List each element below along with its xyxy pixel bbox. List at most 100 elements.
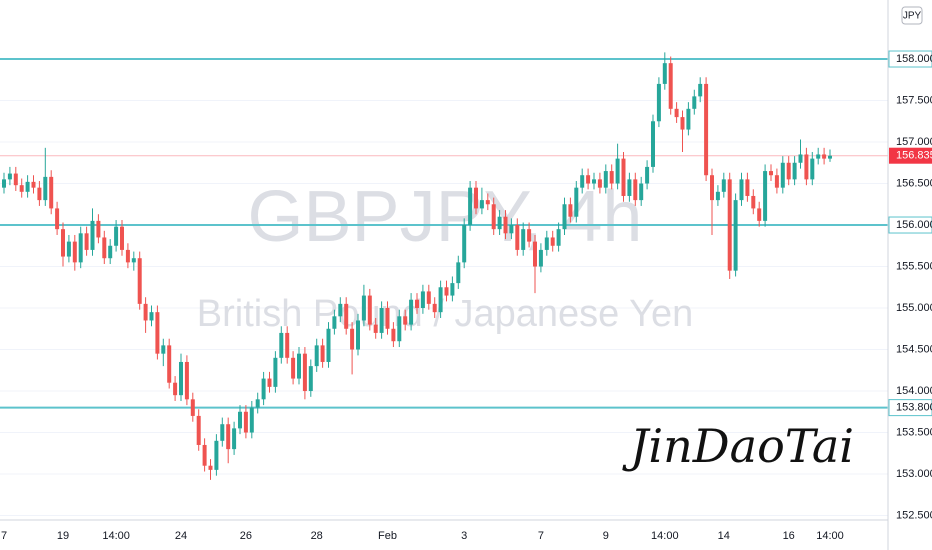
candle-body [25,181,30,192]
candle-body [474,187,478,209]
candle-body [426,291,431,304]
candle-body [161,345,166,354]
candle-body [668,63,673,109]
candle-body [167,345,172,383]
candle-body [314,345,319,367]
level-label: 153.800 [896,402,932,414]
candle-body [574,187,579,217]
currency-badge[interactable] [901,6,923,25]
candle-body [409,299,414,325]
candle-body [403,316,408,325]
candle-body [485,200,490,205]
candle-body [2,179,6,188]
candle-body [627,179,632,196]
candle-body [763,171,768,221]
candle-body [308,366,313,392]
candle-body [491,204,496,230]
candle-body [356,320,360,350]
candle-body [37,187,42,201]
candle-body [786,162,791,180]
candle-body [438,287,443,313]
candle-body [125,249,130,263]
candle-body [291,357,296,379]
level-label: 156.000 [896,219,932,231]
x-tick-label: 16 [783,530,795,542]
candle-body [184,361,189,400]
x-tick-label: 14:00 [816,530,844,542]
candle-body [391,328,396,342]
candle-body [55,208,60,230]
candle-body [397,316,402,342]
x-tick-label: 14:00 [102,530,130,542]
candle-body [603,171,608,188]
candle-body [415,299,419,309]
candle-body [444,287,449,296]
candle-body [721,179,726,192]
candle-body [828,155,832,159]
candle-body [710,175,714,201]
candle-body [774,175,779,188]
candle-body [733,200,738,271]
candle-body [456,262,461,284]
candle-body [792,162,797,180]
candle-body [503,216,508,234]
candle-body [586,175,591,184]
candle-body [698,83,703,97]
signature: JinDaoTai [622,419,854,473]
candle-body [155,312,160,354]
candle-body [533,241,537,267]
candle-body [715,191,720,201]
candle-body [143,303,148,321]
candle-body [798,154,803,163]
x-tick-label: 24 [175,530,187,542]
candle-body [651,121,655,167]
x-tick-label: 9 [603,530,609,542]
candle-body [13,173,18,186]
candle-body [468,187,473,226]
candle-body [49,176,54,209]
candle-body [255,399,260,408]
candle-body [350,328,355,350]
level-label-box [888,399,932,417]
y-tick-label: 154.500 [896,343,932,355]
candle-body [727,179,732,271]
level-label-box [888,50,932,68]
watermark-subtitle: British Pound / Japanese Yen [197,293,694,335]
candle-body [538,249,543,267]
candle-body [361,295,366,321]
candle-body [420,291,425,309]
candle-body [344,303,349,329]
candle-body [769,171,773,176]
candle-body [497,216,502,230]
candle-body [114,226,119,246]
last-price-box [889,147,932,164]
candle-body [580,175,585,188]
candle-body [686,108,691,130]
candle-body [479,200,484,209]
candle-body [633,179,638,201]
candle-body [822,154,827,159]
candle-body [297,353,301,379]
candle-body [208,465,213,470]
candle-body [261,378,266,400]
candle-body [61,229,65,257]
candle-body [544,237,549,250]
candle-body [656,83,661,122]
candle-body [379,308,384,333]
candle-body [19,185,24,192]
candle-body [515,225,520,250]
candle-body [190,399,195,416]
y-tick-label: 153.000 [896,468,932,480]
candle-body [7,173,12,180]
candle-body [96,220,101,238]
y-tick-label: 154.000 [896,385,932,397]
candle-body [285,332,290,358]
currency-label[interactable]: JPY [903,11,922,22]
watermark-title: GBPJPY, 4h [248,177,643,257]
candle-body [432,303,437,313]
candle-body [220,424,225,441]
candle-body [674,108,679,118]
candle-body [367,295,372,325]
